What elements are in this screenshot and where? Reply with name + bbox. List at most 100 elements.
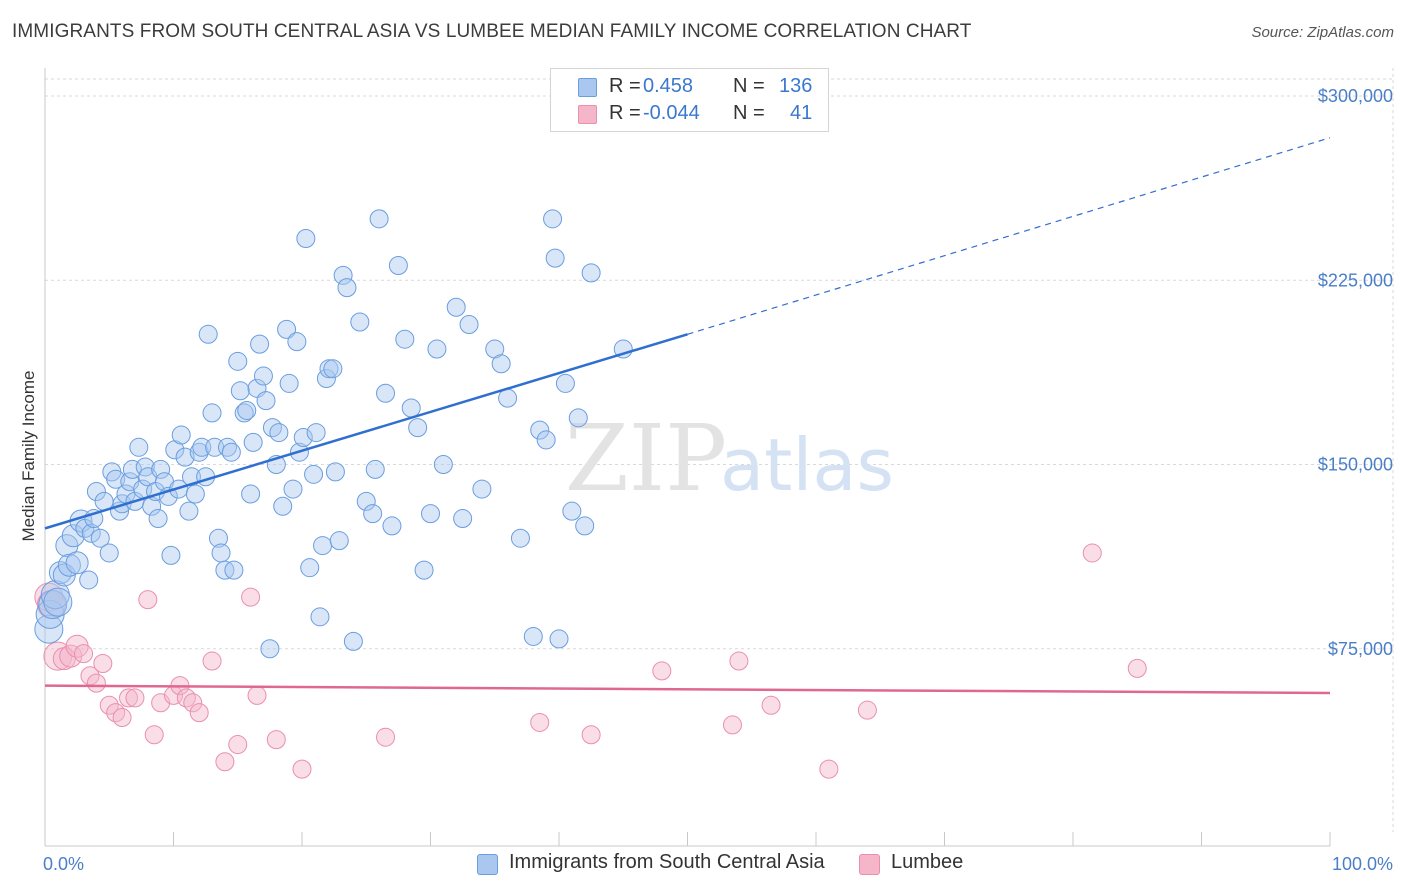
lumbee-point bbox=[857, 700, 877, 720]
lumbee-point bbox=[125, 688, 145, 708]
lumbee-points bbox=[34, 543, 1147, 779]
south-central-asia-point bbox=[300, 558, 320, 578]
axes bbox=[44, 68, 1331, 847]
y-tick-labels: $75,000 $150,000 $225,000 $300,000 bbox=[1318, 86, 1393, 659]
south-central-asia-point bbox=[325, 462, 345, 482]
south-central-asia-point bbox=[234, 403, 254, 423]
south-central-asia-point bbox=[555, 373, 575, 393]
lumbee-point bbox=[93, 653, 113, 673]
y-axis-label: Median Family Income bbox=[19, 370, 38, 541]
y-tick-label: $150,000 bbox=[1318, 455, 1393, 475]
south-central-asia-point bbox=[453, 509, 473, 529]
lumbee-point bbox=[247, 685, 267, 705]
lumbee-point bbox=[266, 730, 286, 750]
blue-trend-extension bbox=[687, 137, 1331, 335]
south-central-asia-point bbox=[459, 314, 479, 334]
south-central-asia-point bbox=[356, 491, 376, 511]
south-central-asia-point bbox=[401, 398, 421, 418]
south-central-asia-point bbox=[313, 536, 333, 556]
south-central-asia-point bbox=[549, 629, 569, 649]
south-central-asia-point bbox=[273, 496, 293, 516]
south-central-asia-point bbox=[262, 418, 282, 438]
south-central-asia-point bbox=[81, 523, 101, 543]
south-central-asia-point bbox=[498, 388, 518, 408]
lumbee-point bbox=[202, 651, 222, 671]
south-central-asia-point bbox=[43, 587, 73, 617]
y-tick-label: $225,000 bbox=[1318, 270, 1393, 290]
watermark-atlas: atlas bbox=[720, 423, 894, 507]
south-central-asia-point bbox=[491, 354, 511, 374]
south-central-asia-point bbox=[230, 381, 250, 401]
south-central-asia-point bbox=[189, 442, 209, 462]
south-central-asia-point bbox=[427, 339, 447, 359]
watermark-zip: ZIP bbox=[565, 405, 727, 512]
lumbee-point bbox=[819, 759, 839, 779]
lumbee-point bbox=[112, 708, 132, 728]
legend-swatch-blue bbox=[578, 78, 597, 97]
south-central-asia-point bbox=[79, 570, 99, 590]
south-central-asia-point bbox=[323, 359, 343, 379]
south-central-asia-point bbox=[175, 447, 195, 467]
south-central-asia-point bbox=[343, 631, 363, 651]
lumbee-point bbox=[138, 590, 158, 610]
south-central-asia-point bbox=[161, 545, 181, 565]
south-central-asia-point bbox=[221, 442, 241, 462]
south-central-asia-points bbox=[34, 209, 633, 659]
south-central-asia-point bbox=[568, 408, 588, 428]
south-central-asia-point bbox=[86, 482, 106, 502]
legend-n-value: 136 bbox=[779, 75, 813, 97]
south-central-asia-point bbox=[575, 516, 595, 536]
south-central-asia-point bbox=[376, 383, 396, 403]
bottom-legend-series2: Lumbee bbox=[891, 851, 964, 873]
bottom-legend-swatch-pink bbox=[859, 854, 880, 875]
south-central-asia-point bbox=[433, 455, 453, 474]
legend-row-series1: R = 0.458 N = 136 bbox=[551, 73, 828, 99]
south-central-asia-point bbox=[237, 400, 257, 420]
south-central-asia-point bbox=[148, 509, 168, 529]
bottom-legend-series1: Immigrants from South Central Asia bbox=[509, 851, 825, 873]
south-central-asia-point bbox=[224, 560, 244, 580]
x-tick-label-min: 0.0% bbox=[43, 854, 84, 874]
south-central-asia-point bbox=[38, 590, 68, 620]
lumbee-point bbox=[183, 693, 203, 713]
south-central-asia-point bbox=[211, 543, 231, 563]
lumbee-point bbox=[99, 695, 119, 715]
legend-n-label: N = bbox=[733, 75, 765, 97]
south-central-asia-point bbox=[296, 228, 316, 248]
legend-swatch-pink bbox=[578, 105, 597, 124]
south-central-asia-point bbox=[329, 531, 349, 551]
y-tick-label: $300,000 bbox=[1318, 86, 1393, 106]
legend-r-label: R = bbox=[609, 102, 641, 124]
source-label: Source: ZipAtlas.com bbox=[1251, 24, 1394, 41]
bottom-legend-swatch-blue bbox=[477, 854, 498, 875]
south-central-asia-point bbox=[202, 403, 222, 423]
south-central-asia-point bbox=[57, 553, 81, 577]
south-central-asia-point bbox=[350, 312, 370, 332]
lumbee-point bbox=[652, 661, 672, 681]
lumbee-point bbox=[729, 651, 749, 671]
legend-row-series2: R = -0.044 N = 41 bbox=[551, 100, 828, 126]
lumbee-point bbox=[581, 725, 601, 745]
chart-title: IMMIGRANTS FROM SOUTH CENTRAL ASIA VS LU… bbox=[12, 21, 972, 42]
south-central-asia-point bbox=[472, 479, 492, 499]
lumbee-point bbox=[144, 725, 164, 745]
legend-n-value: 41 bbox=[790, 102, 813, 124]
lumbee-point bbox=[241, 587, 261, 607]
legend-r-value: 0.458 bbox=[643, 75, 694, 97]
south-central-asia-point bbox=[581, 263, 601, 283]
lumbee-point bbox=[86, 673, 106, 693]
south-central-asia-point bbox=[283, 479, 303, 499]
pink-trend-line bbox=[44, 684, 1331, 695]
lumbee-point bbox=[761, 695, 781, 715]
south-central-asia-point bbox=[293, 427, 313, 447]
south-central-asia-point bbox=[287, 332, 307, 352]
south-central-asia-point bbox=[243, 432, 263, 452]
south-central-asia-point bbox=[510, 528, 530, 548]
south-central-asia-point bbox=[277, 319, 297, 339]
lumbee-point bbox=[292, 759, 312, 779]
lumbee-point bbox=[228, 735, 248, 755]
south-central-asia-point bbox=[421, 504, 440, 524]
south-central-asia-point bbox=[545, 248, 565, 268]
lumbee-point bbox=[189, 703, 209, 723]
south-central-asia-point bbox=[228, 351, 248, 371]
